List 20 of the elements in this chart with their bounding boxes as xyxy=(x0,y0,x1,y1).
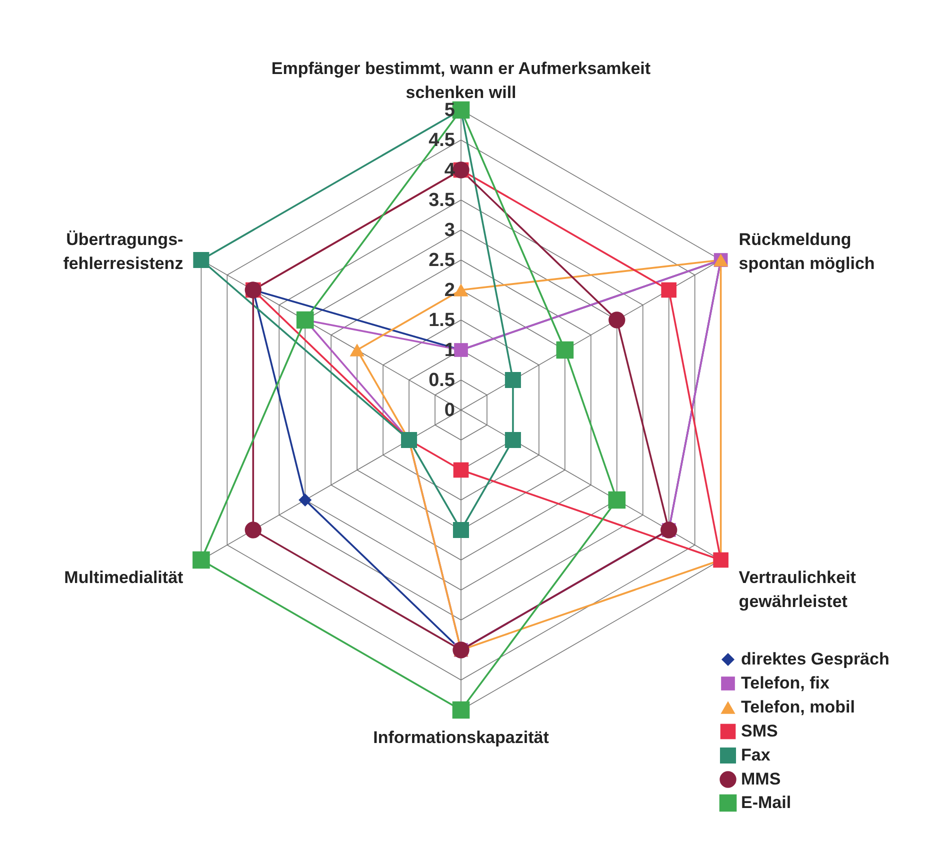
legend-label: E-Mail xyxy=(741,793,792,812)
spoke-label: Rückmeldung spontan möglich xyxy=(738,230,875,273)
y-tick-label: 0.5 xyxy=(428,370,456,391)
legend-label: SMS xyxy=(741,722,778,740)
y-tick-label: 2.5 xyxy=(428,250,456,271)
spoke-label: Informationskapazität xyxy=(373,728,550,747)
y-tick-label: 3 xyxy=(444,220,455,241)
legend-label: Telefon, fix xyxy=(741,674,830,692)
legend-label: MMS xyxy=(741,770,781,788)
legend-label: direktes Gespräch xyxy=(741,650,890,668)
spoke-label: Multimedialität xyxy=(64,568,184,587)
spoke-label: Vertraulichkeit gewährleistet xyxy=(738,568,856,611)
spoke-label: Übertragungs- fehlerresistenz xyxy=(63,230,184,273)
y-tick-label: 0 xyxy=(444,400,455,421)
legend-label: Telefon, mobil xyxy=(741,698,855,716)
legend-label: Fax xyxy=(741,746,771,764)
y-tick-label: 1.5 xyxy=(428,310,456,331)
y-tick-label: 2 xyxy=(444,280,455,301)
y-tick-label: 3.5 xyxy=(428,190,456,211)
spoke-label: Empfänger bestimmt, wann er Aufmerksamkeit schenken will xyxy=(271,59,651,102)
